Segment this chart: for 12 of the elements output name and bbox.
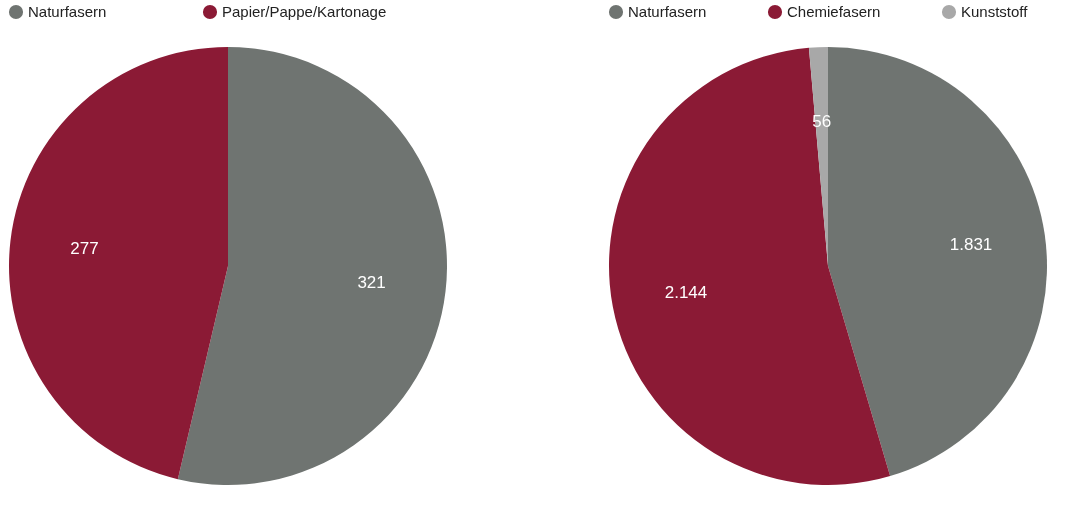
legend-label: Kunststoff — [961, 3, 1029, 20]
data-label: 321 — [357, 272, 386, 292]
data-label: 2.144 — [664, 282, 708, 302]
data-label: 1.831 — [949, 235, 993, 255]
pie-slice — [609, 47, 891, 485]
legend-label: Papier/Pappe/Kartonage — [222, 3, 387, 20]
data-label: 277 — [70, 239, 99, 259]
legend-label: Naturfasern — [28, 3, 107, 20]
pie-slice — [9, 47, 228, 480]
pie-slice — [177, 47, 447, 485]
legend-label: Naturfasern — [628, 3, 707, 20]
legend-label: Chemiefasern — [787, 3, 881, 20]
